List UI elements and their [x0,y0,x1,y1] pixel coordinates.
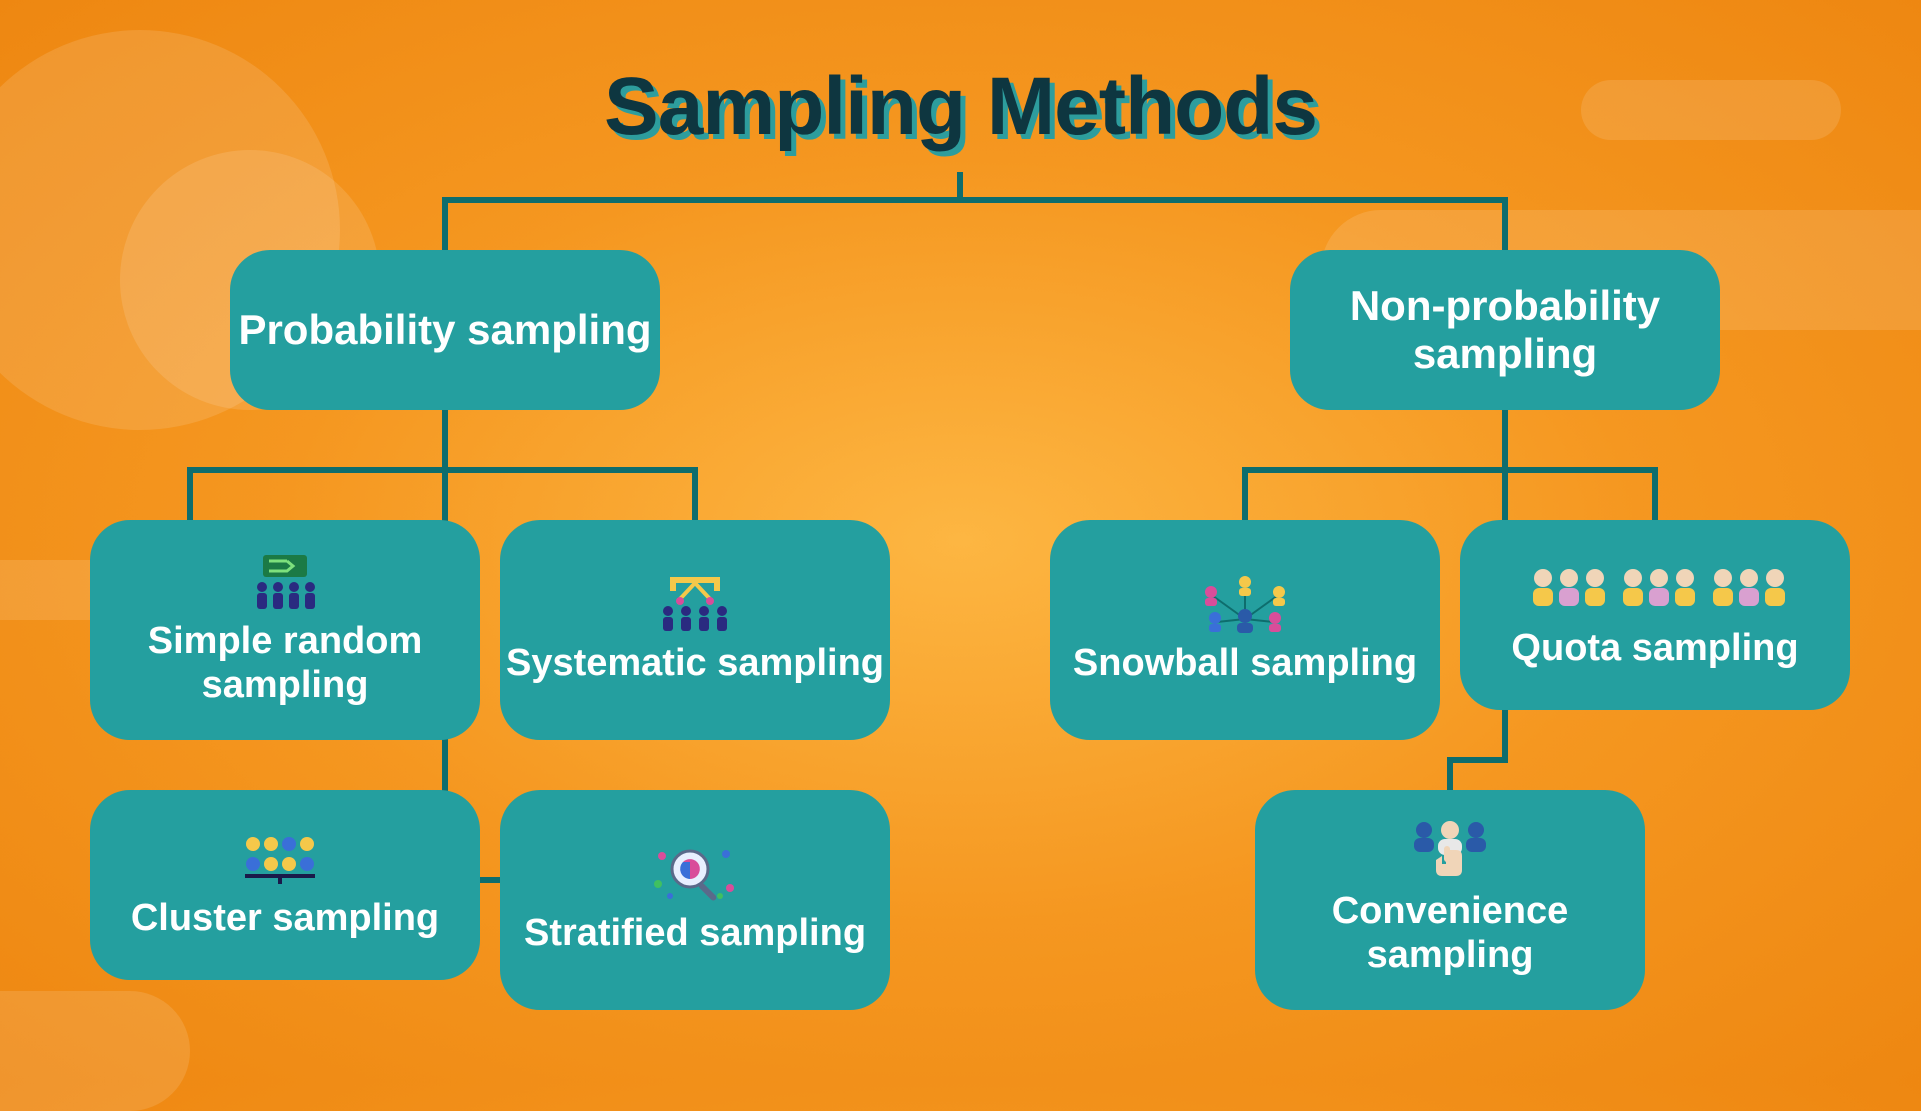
node-label: Stratified sampling [524,912,866,956]
node-label: Cluster sampling [131,897,439,941]
node-quota-sampling: Quota sampling [1460,520,1850,710]
node-cluster-sampling: Cluster sampling [90,790,480,980]
node-label: Convenience sampling [1255,890,1645,977]
node-simple-random-sampling: Simple random sampling [90,520,480,740]
node-snowball-sampling: Snowball sampling [1050,520,1440,740]
grid-groups-icon [235,829,335,889]
node-label: Non-probability sampling [1290,282,1720,379]
node-label: Systematic sampling [506,642,884,686]
node-label: Probability sampling [238,306,651,354]
node-convenience-sampling: Convenience sampling [1255,790,1645,1010]
node-label: Quota sampling [1511,627,1798,671]
magnify-dots-icon [650,844,740,904]
node-non-probability-sampling: Non-probability sampling [1290,250,1720,410]
point-person-icon [1400,822,1500,882]
node-label: Simple random sampling [90,620,480,707]
node-label: Snowball sampling [1073,642,1417,686]
bg-bar [0,991,190,1111]
diagram-title: Sampling Methods Sampling Methods [0,60,1921,154]
node-stratified-sampling: Stratified sampling [500,790,890,1010]
network-people-icon [1195,574,1295,634]
shuffle-people-icon [245,552,325,612]
people-groups-icon [1525,559,1785,619]
node-probability-sampling: Probability sampling [230,250,660,410]
node-systematic-sampling: Systematic sampling [500,520,890,740]
pick-people-icon [650,574,740,634]
